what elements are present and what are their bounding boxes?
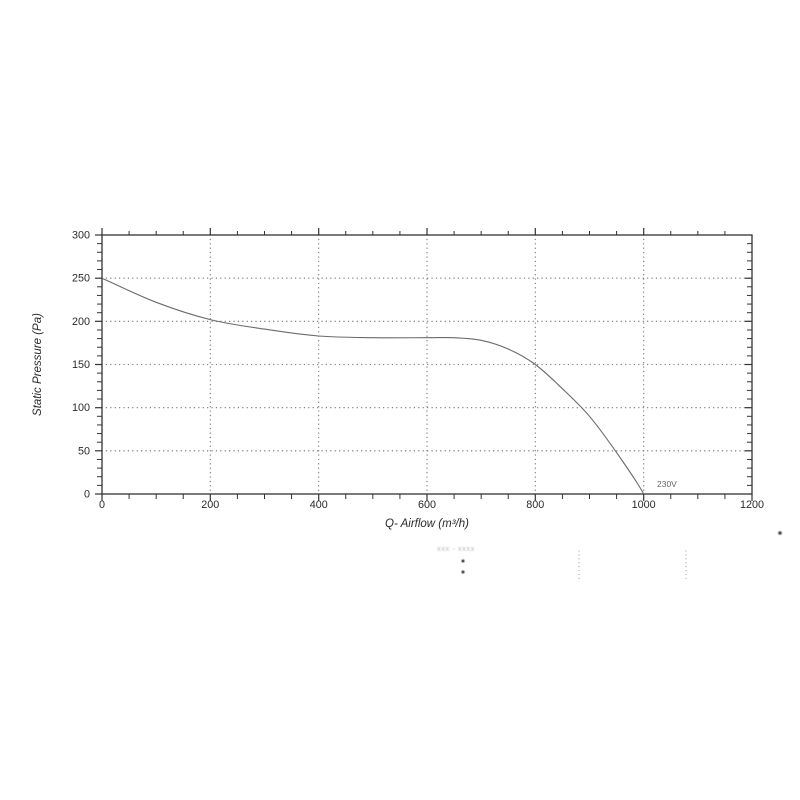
svg-text:600: 600 (418, 499, 436, 511)
svg-text:200: 200 (72, 316, 90, 328)
svg-text:230V: 230V (657, 479, 677, 489)
svg-text:Q- Airflow (m³/h): Q- Airflow (m³/h) (385, 518, 469, 530)
svg-text:0: 0 (84, 489, 90, 501)
svg-text:800: 800 (526, 499, 544, 511)
svg-text:0: 0 (99, 499, 105, 511)
svg-text:1000: 1000 (632, 499, 656, 511)
svg-text:200: 200 (201, 499, 219, 511)
svg-text:250: 250 (72, 273, 90, 285)
svg-text:xxx - xxxx: xxx - xxxx (437, 544, 475, 553)
svg-text:300: 300 (72, 230, 90, 242)
svg-text:400: 400 (310, 499, 328, 511)
svg-text:1200: 1200 (740, 499, 764, 511)
svg-text:Static Pressure (Pa): Static Pressure (Pa) (32, 313, 44, 416)
svg-text:150: 150 (72, 359, 90, 371)
svg-text:50: 50 (78, 445, 90, 457)
svg-text:100: 100 (72, 402, 90, 414)
